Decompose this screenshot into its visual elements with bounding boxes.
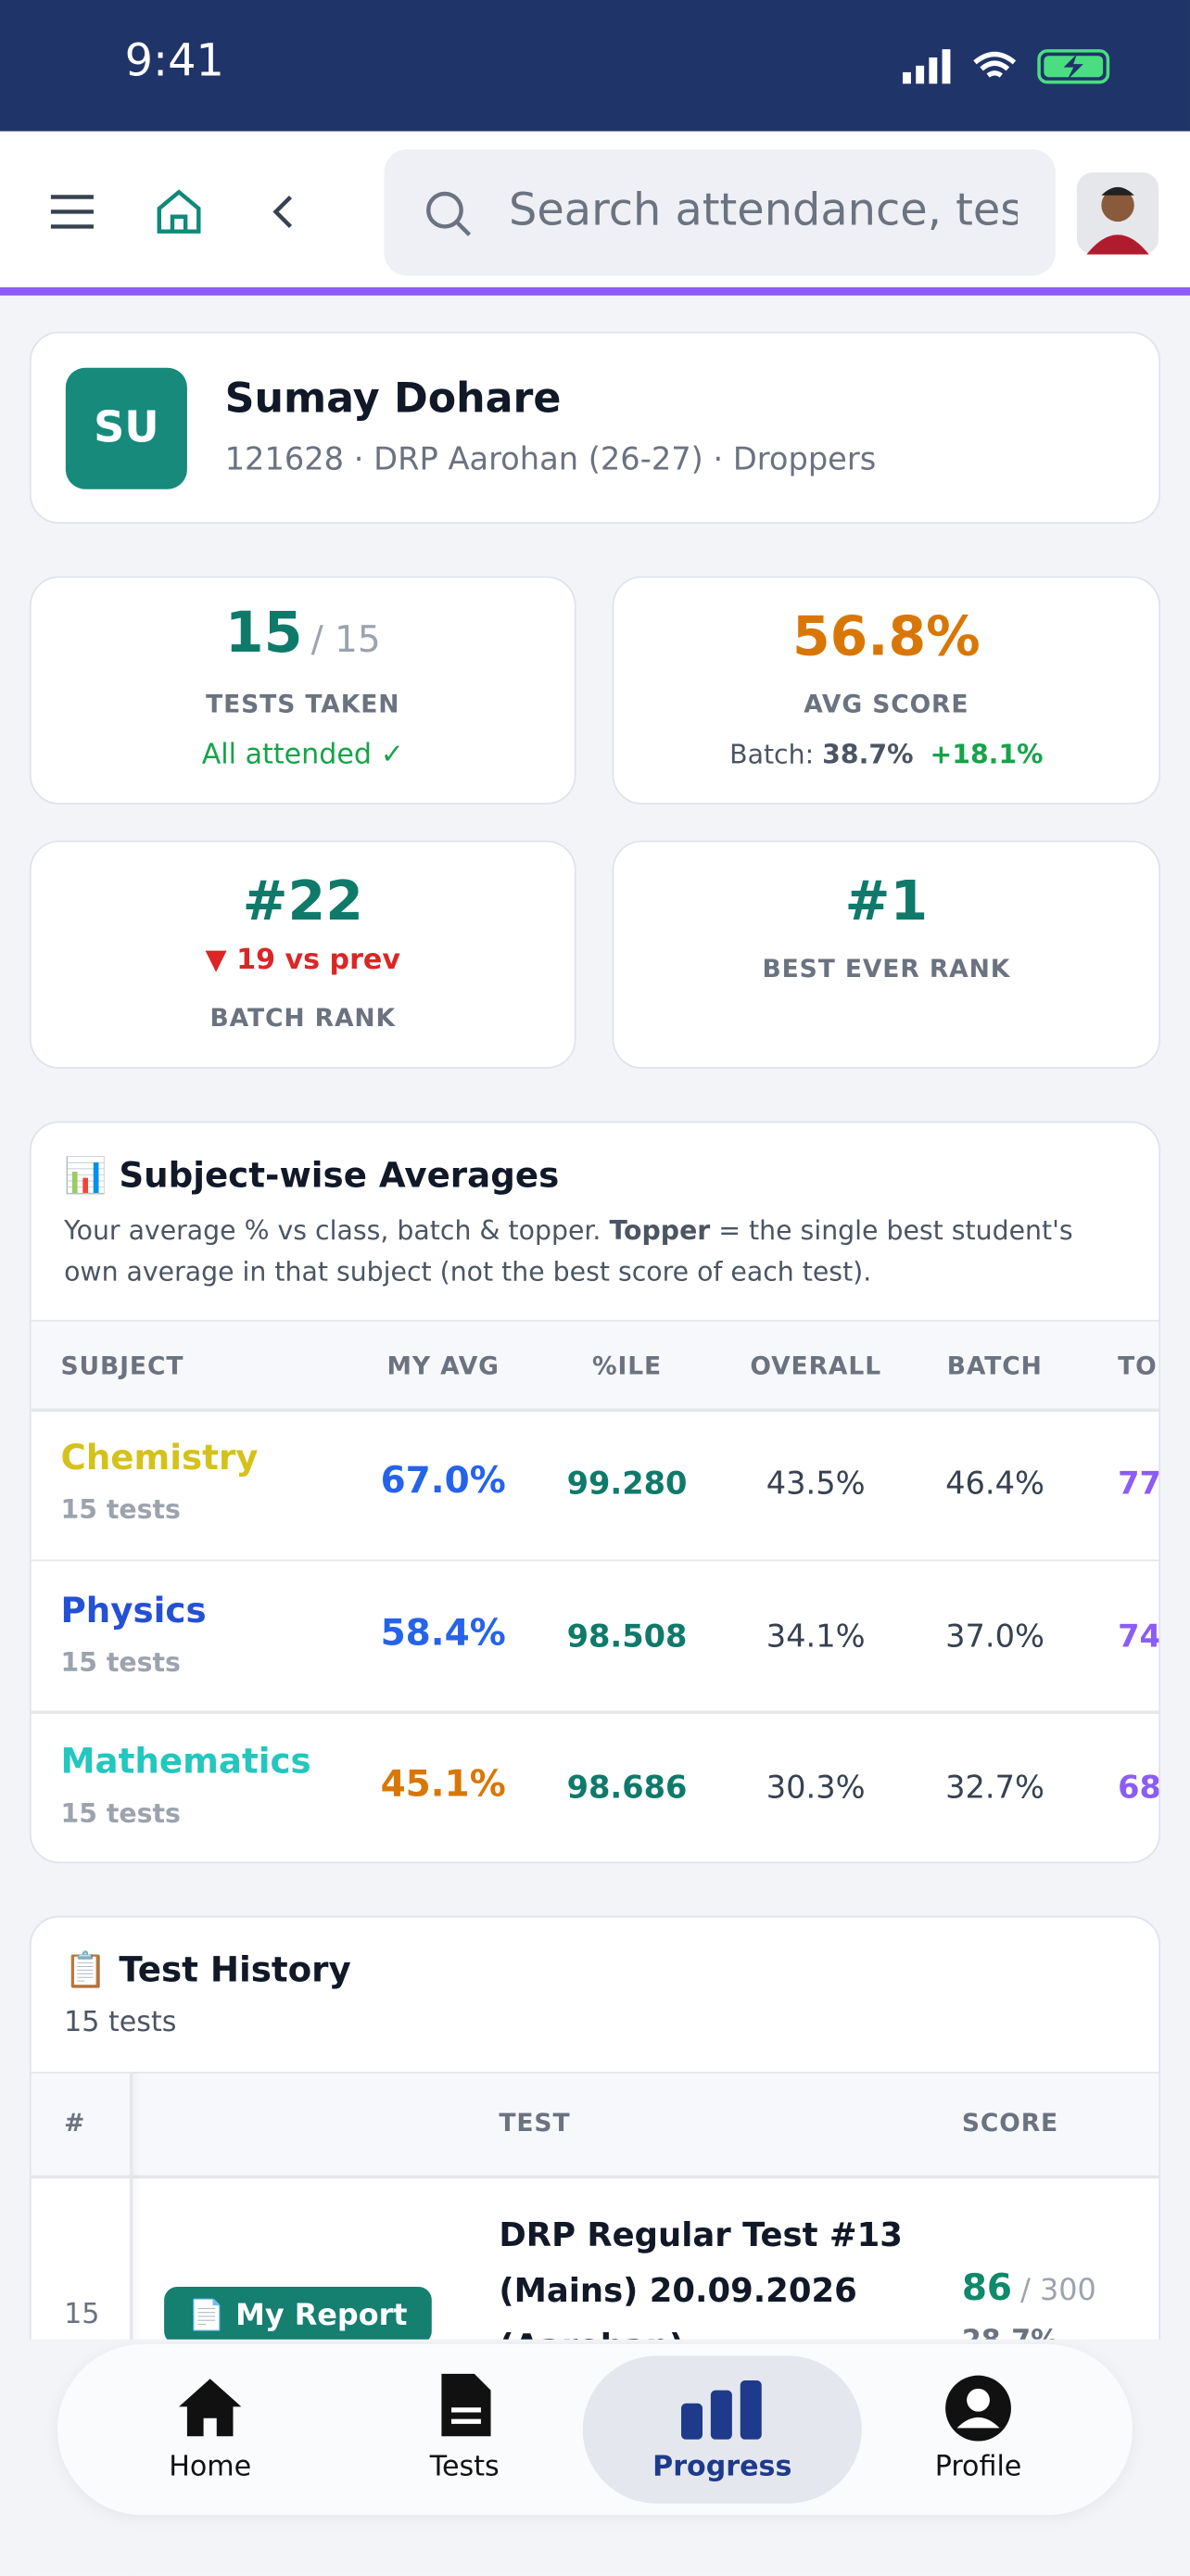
search-box[interactable]: Search attendance, tests [384, 149, 1056, 276]
home-icon [179, 2379, 242, 2437]
initials: SU [65, 367, 187, 489]
column-header: TEST [499, 2108, 571, 2138]
nav-item[interactable]: Tests [429, 2451, 500, 2484]
nav-item[interactable]: Profile [934, 2451, 1022, 2484]
header: Search attendance, tests [0, 131, 1190, 296]
subject-name: Mathematics [60, 1742, 311, 1782]
subjects-card: 📊 Subject-wise Averages Your average % v… [29, 1121, 1161, 1864]
back-button[interactable] [269, 194, 298, 230]
stat-note: All attended ✓ [201, 738, 404, 772]
stat-note: Batch: 38.7% +18.1% [614, 739, 1158, 770]
stat-card: 56.8% AVG SCORE Batch: 38.7% +18.1% [612, 576, 1161, 805]
menu-button[interactable] [49, 194, 95, 230]
student-details: 121628 · DRP Aarohan (26-27) · Droppers [224, 441, 877, 478]
search-placeholder: Search attendance, tests [509, 185, 1019, 237]
column-header: OVERALL [750, 1351, 882, 1381]
tests-total: / 15 [310, 620, 381, 662]
my-avg: 67.0% [380, 1461, 506, 1503]
stat-label: AVG SCORE [804, 689, 969, 719]
desc-bold: Topper [609, 1214, 711, 1247]
student-name: Sumay Dohare [224, 374, 562, 423]
column-header: # [64, 2108, 86, 2138]
my-avg: 58.4% [380, 1613, 506, 1655]
batch-avg: 37.0% [945, 1618, 1045, 1655]
batch-value: 38.7% [822, 738, 914, 770]
column-header: SCORE [961, 2108, 1059, 2138]
test-count: 15 tests [64, 2006, 177, 2039]
subject-tests: 15 tests [60, 1645, 181, 1678]
percentile: 98.686 [566, 1770, 688, 1807]
score-value: 86 [961, 2268, 1013, 2310]
divider [129, 2072, 133, 2576]
topper-avg: 77. [1118, 1466, 1161, 1503]
stat-card: 15 / 15 TESTS TAKEN All attended ✓ [29, 576, 576, 805]
profile-icon [945, 2375, 1011, 2442]
nav-item[interactable]: Home [169, 2451, 252, 2484]
batch-label: Batch: [729, 738, 815, 770]
percentile: 99.280 [566, 1466, 688, 1503]
subject-tests: 15 tests [60, 1797, 181, 1829]
row-divider [31, 1558, 1159, 1562]
column-header: SUBJECT [60, 1351, 184, 1381]
overall-avg: 43.5% [766, 1466, 866, 1503]
search-icon [426, 191, 472, 236]
section-title: 📋 Test History [64, 1949, 351, 1990]
nav-item[interactable]: Progress [652, 2451, 792, 2484]
column-header: %ILE [591, 1351, 663, 1381]
stat-value: 15 / 15 [32, 601, 575, 666]
stat-card: #22 ▼ 19 vs prev BATCH RANK [29, 840, 576, 1069]
column-header: BATCH [946, 1351, 1043, 1381]
overall-avg: 30.3% [766, 1770, 866, 1807]
overall-avg: 34.1% [766, 1618, 866, 1655]
stat-value: #22 [242, 868, 363, 933]
topper-avg: 68 [1118, 1770, 1161, 1807]
desc: = the single best student's own average … [64, 1214, 1073, 1288]
time: 9:41 [124, 35, 224, 87]
section-title: 📊 Subject-wise Averages [64, 1155, 560, 1196]
topper-avg: 74. [1118, 1618, 1161, 1655]
status-icons [903, 49, 1110, 84]
table-header [31, 1319, 1159, 1413]
desc: Your average % vs class, batch & topper. [64, 1214, 601, 1247]
subject-name: Physics [60, 1590, 207, 1630]
batch-avg: 32.7% [945, 1770, 1045, 1807]
stat-label: BATCH RANK [209, 1003, 397, 1033]
section-description: Your average % vs class, batch & topper.… [64, 1210, 1131, 1292]
stat-value: #1 [844, 868, 929, 933]
my-avg: 45.1% [380, 1764, 506, 1807]
avatar[interactable] [1076, 171, 1159, 255]
status-bar: 9:41 [0, 0, 1190, 132]
stat-card: #1 BEST EVER RANK [612, 840, 1161, 1069]
column-header: TOPPER [1118, 1351, 1158, 1381]
tests-icon [441, 2373, 491, 2437]
stat-label: TESTS TAKEN [206, 689, 400, 719]
stat-label: BEST EVER RANK [762, 953, 1011, 983]
subject-name: Chemistry [60, 1438, 259, 1478]
profile-card: SU Sumay Dohare 121628 · DRP Aarohan (26… [29, 331, 1161, 524]
tests-taken: 15 [224, 601, 303, 667]
rank-change: ▼ 19 vs prev [205, 944, 400, 977]
row-number: 15 [64, 2298, 100, 2331]
subject-tests: 15 tests [60, 1493, 181, 1526]
report-button[interactable]: 📄 My Report [164, 2287, 432, 2345]
row-divider [31, 1710, 1159, 1714]
percentile: 98.508 [566, 1618, 688, 1655]
diff: +18.1% [930, 738, 1044, 770]
batch-avg: 46.4% [945, 1466, 1045, 1503]
stat-value: 56.8% [791, 603, 981, 668]
column-header: MY AVG [386, 1351, 500, 1381]
bottom-nav: Home Tests Progress Profile [57, 2344, 1133, 2516]
home-button[interactable] [154, 187, 203, 236]
table-header [31, 2072, 1159, 2179]
progress-icon [680, 2379, 762, 2440]
score: 86 / 300 [962, 2269, 1096, 2310]
score-total: / 300 [1020, 2273, 1096, 2309]
